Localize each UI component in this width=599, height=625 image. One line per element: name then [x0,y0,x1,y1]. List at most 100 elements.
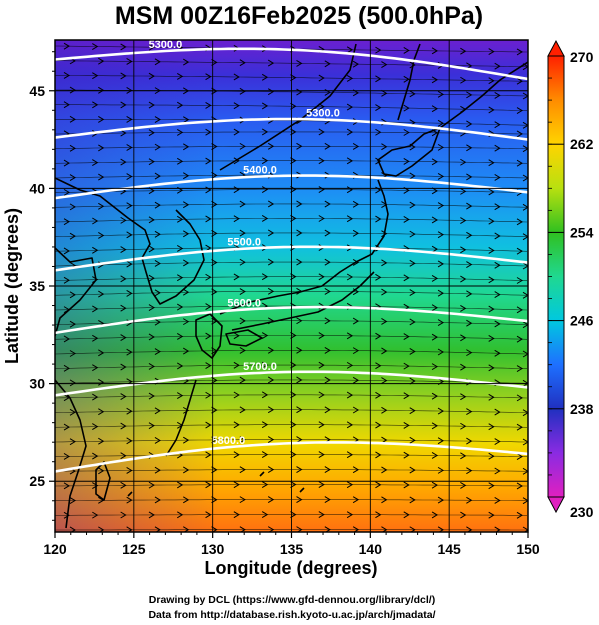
colorbar: 270 262 254 246 238 230 [547,39,594,520]
wind-arrow [267,200,275,208]
wind-arrow [352,200,360,208]
wind-arrow [182,466,190,474]
wind-arrow [431,363,439,371]
contour-label: 5800.0 [212,435,246,447]
wind-arrow [460,511,467,519]
coastline-china-east [55,247,97,337]
wind-arrow [261,128,269,136]
wind-arrow [431,47,439,55]
wind-arrow [148,216,155,224]
wind-arrow [460,76,467,84]
coastline-primorye [219,43,357,171]
wind-arrow [488,452,495,460]
wind-arrow [98,232,105,239]
wind-arrow [522,233,528,241]
wind-arrow [346,481,354,489]
coastline-honshu [219,179,389,315]
wind-arrow [120,246,127,254]
coastline-hokkaido [377,127,441,177]
wind-arrow [318,186,325,193]
wind-arrow [466,173,473,181]
wind-arrow [182,496,190,504]
wind-arrow [296,142,303,150]
wind-arrow [290,511,297,519]
wind-arrow [92,246,99,254]
wind-arrow [176,481,184,489]
wind-arrow [352,60,360,68]
wind-arrow [69,203,76,211]
wind-arrow [352,347,360,355]
y-tick-label: 45 [29,83,45,99]
wind-arrow [488,393,495,401]
colorbar-min-arrow [547,496,565,514]
wind-arrow [126,407,133,415]
wind-arrow [92,217,99,225]
wind-arrow [261,481,269,489]
wind-arrow [488,77,495,85]
wind-arrow [460,246,467,254]
wind-arrow [318,361,325,369]
wind-arrow [233,421,240,429]
wind-arrow [205,73,212,81]
wind-arrow [233,511,240,519]
wind-arrow [494,144,501,152]
wind-arrow [318,391,325,399]
wind-arrow [239,200,246,208]
wind-arrow [205,215,212,223]
wind-arrow [516,394,523,402]
wind-arrow [205,451,212,459]
wind-arrow [92,43,99,50]
wind-arrow [92,101,99,109]
wind-arrow [346,186,354,194]
wind-arrow [98,57,105,65]
wind-arrow [211,200,218,208]
wind-arrow [403,362,410,370]
wind-arrow [154,496,161,504]
wind-arrow [69,291,76,299]
y-axis-ticks: 25 30 35 40 45 [29,51,55,521]
wind-arrow [466,408,473,416]
y-tick-label: 40 [29,180,45,196]
wind-arrow [437,231,445,239]
colorbar-tick-label: 246 [570,313,594,329]
chart-title: MSM 00Z16Feb2025 (500.0hPa) [115,2,483,30]
wind-arrow [381,61,388,69]
wind-arrow [460,481,467,489]
wind-arrow [261,332,269,339]
wind-arrow [290,273,297,281]
wind-arrow [126,173,133,180]
credit-data: Data from http://database.rish.kyoto-u.a… [148,609,435,621]
wind-arrow [233,361,240,369]
coastline-china-south [55,379,87,529]
wind-arrow [233,332,240,340]
wind-arrow [176,274,184,282]
wind-arrow [98,378,105,386]
wind-arrow [296,59,303,67]
wind-arrow [516,306,523,314]
wind-arrow [516,77,523,85]
coastline-shikoku [225,329,263,347]
wind-arrow [148,422,155,430]
wind-arrow [205,128,212,136]
wind-arrow [346,128,354,136]
wind-arrow [296,376,303,384]
wind-arrow [182,318,190,326]
x-tick-label: 135 [280,541,304,557]
wind-arrow [98,349,105,357]
wind-arrow [205,273,212,281]
wind-arrow [346,361,354,369]
wind-arrow [409,61,416,69]
wind-arrow [261,102,269,110]
wind-arrow [120,481,127,489]
wind-arrow [120,511,127,519]
wind-arrow [494,92,501,99]
wind-arrow [409,466,416,474]
wind-arrow [522,321,528,329]
wind-arrow [69,497,76,504]
wind-arrow [233,186,240,194]
wind-arrow [324,60,331,68]
wind-arrow [261,361,269,369]
wind-arrow [120,275,127,283]
wind-arrow [261,157,269,165]
